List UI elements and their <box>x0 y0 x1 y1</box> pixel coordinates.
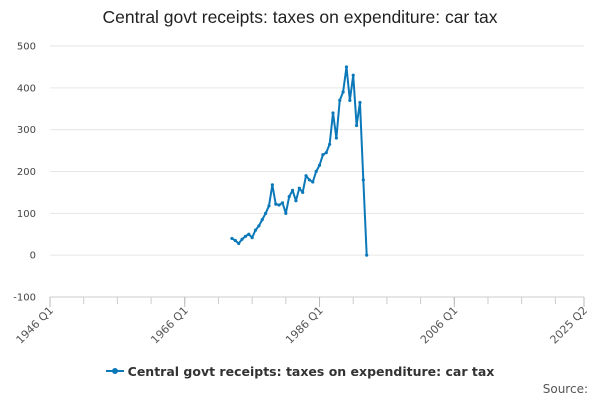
data-point <box>361 178 365 182</box>
data-point <box>277 203 281 207</box>
series-line-path <box>231 65 368 256</box>
data-point <box>250 236 254 240</box>
data-point <box>257 224 261 228</box>
data-point <box>287 195 291 199</box>
data-point <box>307 178 312 182</box>
y-axis-ticks: 500 400 300 200 100 0 -100 <box>13 42 36 304</box>
data-point <box>328 142 332 146</box>
data-point <box>270 183 274 187</box>
data-point <box>260 218 264 222</box>
data-point <box>233 238 237 243</box>
source-label: Source: <box>542 382 588 396</box>
data-point <box>354 123 359 128</box>
gridlines <box>50 45 584 256</box>
legend-series-label: Central govt receipts: taxes on expendit… <box>127 364 495 379</box>
x-tick-label: 1966 Q1 <box>148 304 191 347</box>
data-point <box>253 228 258 232</box>
x-axis: 1946 Q1 1966 Q1 1986 Q1 2006 Q1 2025 Q2 <box>14 296 591 347</box>
data-point <box>230 236 234 241</box>
legend[interactable]: Central govt receipts: taxes on expendit… <box>0 364 600 379</box>
data-point <box>314 169 318 174</box>
legend-series-swatch <box>105 367 124 374</box>
series-line <box>231 65 368 256</box>
data-point <box>348 98 352 102</box>
x-tick-label: 2006 Q1 <box>418 304 461 347</box>
data-point <box>338 98 342 102</box>
y-tick-label: 400 <box>17 83 36 94</box>
data-point <box>331 111 335 115</box>
data-point <box>334 136 338 140</box>
data-point <box>321 153 325 157</box>
data-point <box>243 234 248 238</box>
data-point <box>237 241 241 246</box>
x-tick-label: 1946 Q1 <box>14 304 57 347</box>
data-point <box>304 174 308 178</box>
y-tick-label: 100 <box>17 209 36 220</box>
data-point <box>358 100 362 105</box>
y-tick-label: 300 <box>17 125 36 136</box>
data-point <box>290 188 295 192</box>
data-point <box>297 186 301 190</box>
data-point <box>247 232 251 236</box>
y-tick-label: -100 <box>13 293 36 304</box>
data-point <box>344 65 349 69</box>
x-tick-label: 1986 Q1 <box>283 304 326 347</box>
data-point <box>311 180 315 184</box>
data-point <box>365 253 369 257</box>
data-point <box>284 211 288 215</box>
data-point <box>294 199 298 203</box>
data-point <box>240 237 244 241</box>
data-point <box>264 211 268 215</box>
data-point <box>317 163 322 167</box>
data-point <box>301 190 305 195</box>
chart-title: Central govt receipts: taxes on expendit… <box>102 7 498 27</box>
series-points <box>230 65 369 257</box>
data-point <box>341 90 345 94</box>
y-tick-label: 200 <box>17 167 36 178</box>
data-point <box>280 201 285 205</box>
data-point <box>274 202 278 206</box>
y-tick-label: 500 <box>17 42 36 53</box>
data-point <box>324 151 328 155</box>
x-tick-label: 2025 Q2 <box>548 304 591 347</box>
data-point <box>267 204 271 208</box>
data-point <box>351 73 355 77</box>
y-tick-label: 0 <box>30 251 36 262</box>
